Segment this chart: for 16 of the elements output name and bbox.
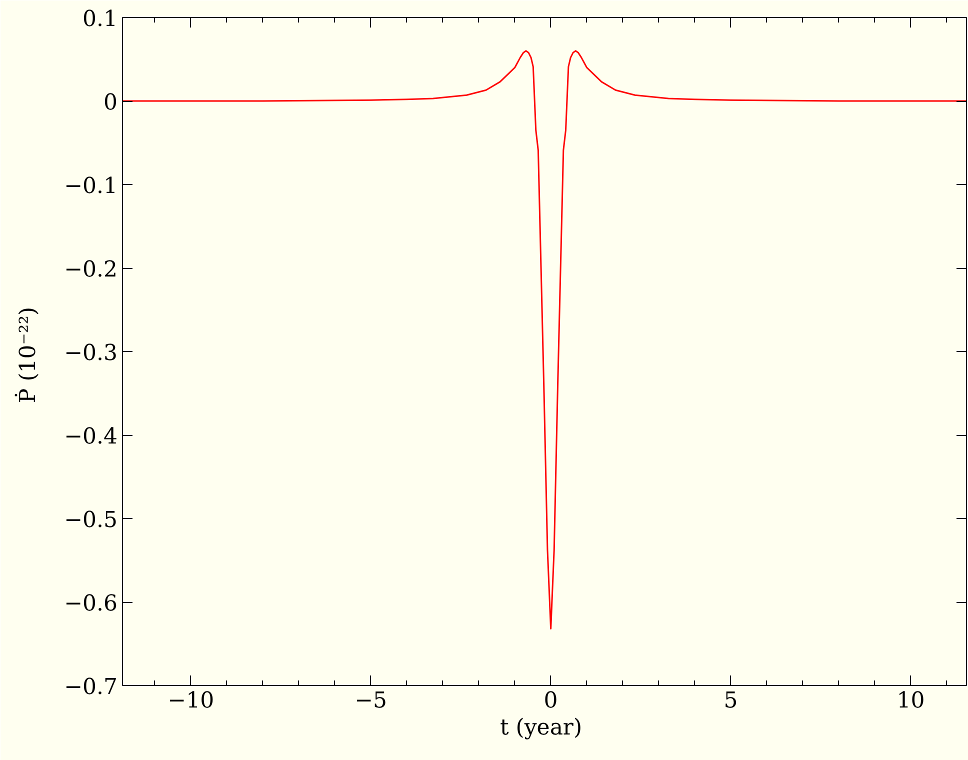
x-tick-label: −10: [168, 688, 214, 714]
y-tick-label: −0.6: [64, 592, 118, 616]
x-tick-label: 0: [544, 688, 558, 714]
y-tick-label: −0.5: [64, 508, 118, 533]
x-tick-label: 10: [896, 688, 925, 714]
x-tick-label: 5: [724, 688, 738, 714]
y-tick-label: −0.1: [64, 174, 118, 199]
y-tick-label: −0.4: [64, 424, 118, 450]
y-tick-label: −0.3: [64, 341, 118, 366]
y-axis-title: Ṗ (10⁻²²): [14, 306, 42, 404]
x-tick-label: −5: [354, 688, 388, 714]
y-tick-label: −0.7: [64, 675, 118, 700]
y-tick-label: 0.1: [82, 7, 118, 32]
y-tick-label: 0: [104, 90, 118, 116]
x-axis-title: t (year): [500, 716, 582, 740]
y-tick-label: −0.2: [64, 258, 118, 282]
